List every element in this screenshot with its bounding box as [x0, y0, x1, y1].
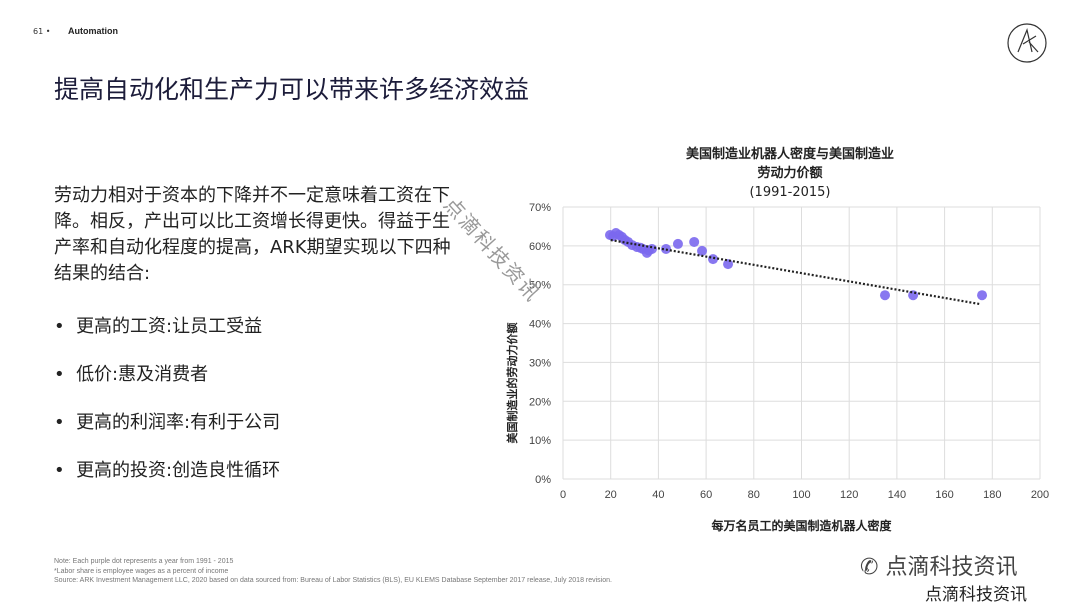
section-label: Automation	[68, 26, 118, 36]
x-tick-label: 120	[840, 489, 858, 501]
bullet-item: • 更高的工资:让员工受益	[54, 316, 263, 337]
y-tick-label: 0%	[535, 474, 551, 486]
data-point	[723, 259, 734, 270]
x-tick-label: 20	[605, 489, 617, 501]
data-point	[646, 243, 657, 254]
x-tick-label: 0	[560, 489, 566, 501]
data-point	[708, 254, 719, 265]
trendline	[610, 238, 981, 306]
watermark-bottom: ✆ 点滴科技资讯	[860, 555, 1018, 580]
ark-logo-icon	[1007, 23, 1047, 63]
data-point	[879, 290, 890, 301]
y-tick-label: 70%	[529, 202, 551, 214]
y-axis-label: 美国制造业的劳动力价额	[505, 323, 519, 444]
data-point	[697, 245, 708, 256]
page-number: 61 •	[33, 27, 51, 36]
x-tick-label: 100	[792, 489, 810, 501]
x-tick-label: 160	[935, 489, 953, 501]
y-tick-label: 10%	[529, 435, 551, 447]
watermark-bottom-2: 点滴科技资讯	[925, 585, 1027, 605]
bullet-item: • 低价:惠及消费者	[54, 364, 209, 385]
body-text: 劳动力相对于资本的下降并不一定意味着工资在下降。相反，产出可以比工资增长得更快。…	[54, 185, 451, 284]
bullet-item: • 更高的投资:创造良性循环	[54, 460, 281, 481]
y-tick-label: 50%	[529, 280, 551, 292]
x-tick-label: 180	[983, 489, 1001, 501]
data-point	[689, 236, 700, 247]
data-point	[908, 290, 919, 301]
data-point	[672, 238, 683, 249]
bullet-list: • 更高的工资:让员工受益 • 低价:惠及消费者 • 更高的利润率:有利于公司 …	[54, 312, 280, 504]
chart-title: 美国制造业机器人密度与美国制造业 劳动力价额 (1991-2015)	[685, 147, 894, 200]
x-tick-label: 80	[748, 489, 760, 501]
y-tick-label: 60%	[529, 241, 551, 253]
page-title: 提高自动化和生产力可以带来许多经济效益	[54, 75, 530, 104]
data-point	[977, 290, 988, 301]
footnotes: Note: Each purple dot represents a year …	[54, 558, 612, 584]
y-tick-label: 20%	[529, 396, 551, 408]
x-axis-label: 每万名员工的美国制造机器人密度	[711, 518, 892, 533]
y-tick-label: 40%	[529, 319, 551, 331]
bullet-item: • 更高的利润率:有利于公司	[54, 412, 281, 433]
x-tick-label: 200	[1031, 489, 1049, 501]
x-tick-label: 60	[700, 489, 712, 501]
x-tick-label: 40	[652, 489, 664, 501]
x-tick-label: 140	[888, 489, 906, 501]
y-tick-label: 30%	[529, 357, 551, 369]
